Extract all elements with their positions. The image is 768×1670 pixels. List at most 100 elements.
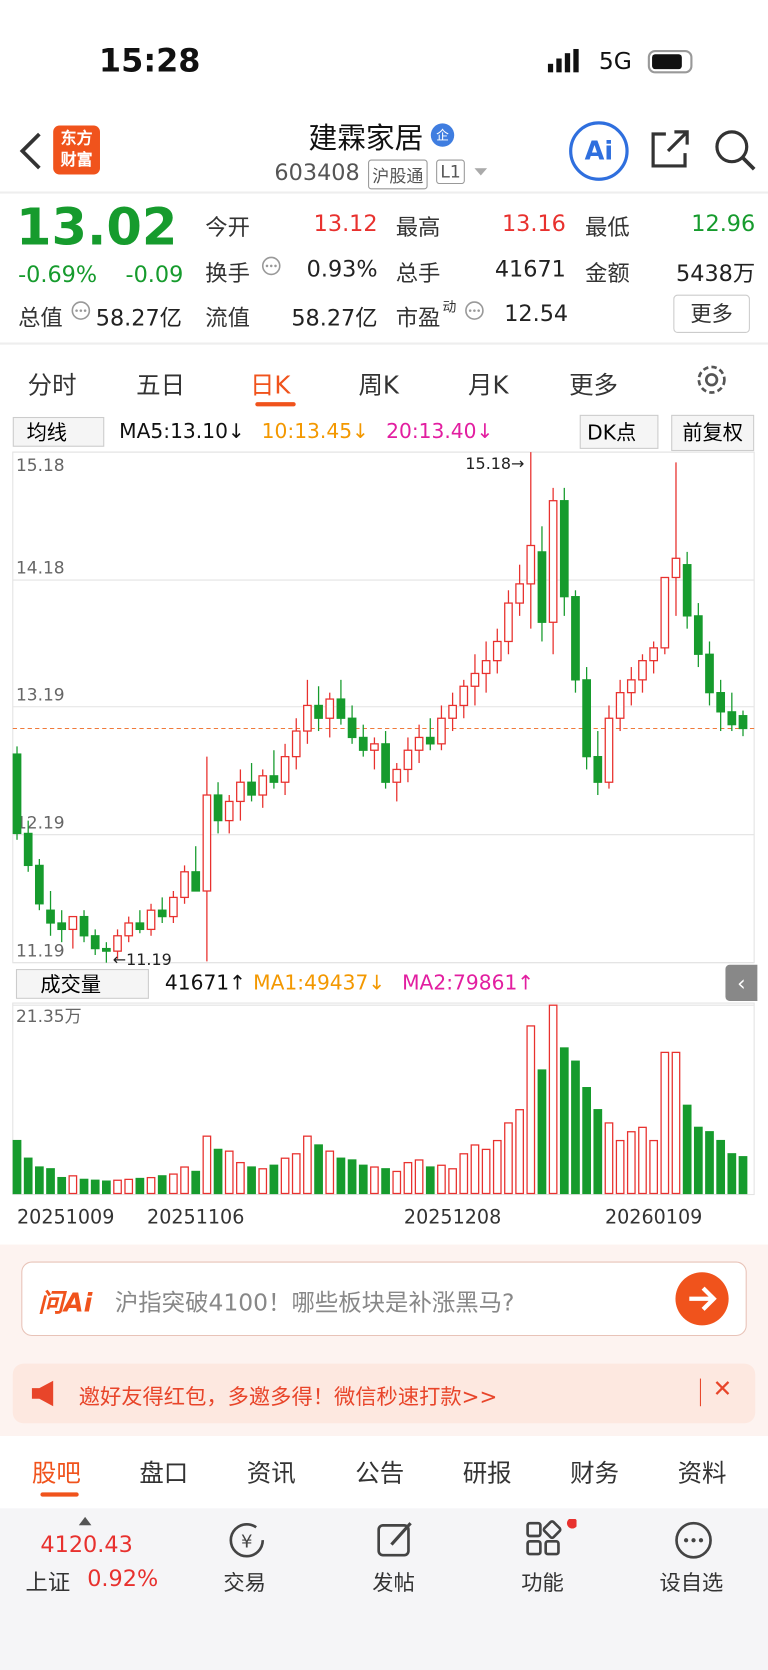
- volume-selector[interactable]: 成交量: [15, 969, 149, 999]
- stock-name: 建霖家居: [308, 122, 424, 156]
- ai-button[interactable]: Ai: [569, 121, 629, 181]
- y-tick-label: 12.19: [16, 813, 65, 833]
- candle-body: [258, 775, 268, 796]
- sub-tab[interactable]: 财务: [570, 1460, 620, 1489]
- promo-banner[interactable]: [12, 1363, 756, 1424]
- volume-bar: [102, 1180, 111, 1195]
- volume-bar: [124, 1178, 134, 1195]
- nav-item[interactable]: 设自选: [659, 1570, 724, 1596]
- y-tick-label: 15.18: [16, 456, 65, 476]
- date-label: 20251009: [17, 1205, 114, 1228]
- date-label: 20251106: [147, 1205, 244, 1228]
- volume-bar: [113, 1179, 122, 1195]
- post-icon[interactable]: [374, 1519, 417, 1562]
- low-label: ←11.19: [113, 950, 172, 969]
- candle-body: [381, 743, 390, 783]
- candle-body: [169, 896, 178, 918]
- volume-bar: [202, 1135, 212, 1195]
- level-badge: L1: [436, 159, 465, 185]
- candle-body: [716, 692, 726, 713]
- megaphone: [31, 1380, 54, 1407]
- name-badge: 企: [430, 123, 455, 147]
- info-icon[interactable]: [261, 255, 282, 276]
- volume-bar: [12, 1139, 22, 1195]
- trade-icon[interactable]: ¥: [226, 1519, 269, 1562]
- ai-search-bar[interactable]: [21, 1261, 747, 1337]
- dropdown[interactable]: [474, 168, 488, 177]
- volume-bar: [470, 1144, 480, 1195]
- field-label: 金额: [585, 260, 630, 287]
- sub-tab[interactable]: 资料: [677, 1460, 727, 1489]
- candle-body: [202, 794, 212, 892]
- share-button[interactable]: [649, 128, 692, 171]
- field-value: 41671: [494, 256, 566, 282]
- index-pct[interactable]: 0.92%: [87, 1565, 159, 1592]
- volume-bar: [582, 1087, 591, 1195]
- nav-item[interactable]: 功能: [521, 1570, 564, 1596]
- sub-tab[interactable]: 公告: [355, 1460, 405, 1489]
- candle-body: [157, 909, 167, 918]
- dk-button[interactable]: DK点: [579, 414, 659, 449]
- volume-bar: [79, 1178, 89, 1195]
- date-label: 20260109: [605, 1205, 702, 1228]
- tab[interactable]: 月K: [468, 372, 509, 400]
- volume-bar: [604, 1122, 614, 1195]
- candle-body: [559, 500, 569, 598]
- settings-icon[interactable]: [694, 362, 730, 398]
- function-icon[interactable]: [523, 1518, 577, 1562]
- volume-bar: [626, 1131, 636, 1195]
- ma-selector[interactable]: 均线: [12, 416, 105, 447]
- watchlist-icon[interactable]: [672, 1519, 715, 1562]
- candle-body: [448, 704, 457, 719]
- volume-bar: [638, 1126, 647, 1195]
- volume-bar: [280, 1157, 290, 1195]
- volume-bar: [135, 1177, 145, 1195]
- field-value: 12.96: [691, 210, 756, 237]
- candle-body: [247, 781, 256, 796]
- candle-body: [582, 679, 591, 758]
- index-name[interactable]: 上证: [25, 1570, 71, 1596]
- candle-body: [571, 596, 580, 681]
- volume-bar: [291, 1153, 301, 1195]
- adjust-button[interactable]: 前复权: [671, 414, 755, 452]
- volume-bar: [403, 1161, 413, 1195]
- tab[interactable]: 更多: [569, 372, 619, 400]
- sub-tab[interactable]: 资讯: [246, 1460, 296, 1489]
- tab-active[interactable]: 日K: [249, 372, 291, 400]
- nav-item[interactable]: 发帖: [372, 1570, 415, 1596]
- index-value[interactable]: 4120.43: [40, 1531, 133, 1558]
- up-arrow: [78, 1516, 92, 1526]
- field-label: 最高: [395, 214, 441, 241]
- ai-send[interactable]: [674, 1271, 729, 1326]
- volume-bar: [716, 1139, 726, 1195]
- search-button[interactable]: [713, 128, 758, 173]
- ma20: 20:13.40↓: [386, 420, 494, 444]
- volume-bar: [336, 1157, 346, 1195]
- collapse-button[interactable]: ‹: [725, 964, 758, 1001]
- candle-body: [660, 576, 670, 649]
- network: 5G: [598, 48, 632, 76]
- more-button[interactable]: 更多: [673, 294, 750, 333]
- info-icon[interactable]: [464, 300, 485, 321]
- tab[interactable]: 周K: [358, 372, 399, 400]
- volume-bar: [571, 1060, 580, 1195]
- candle-body: [23, 832, 33, 867]
- tab[interactable]: 分时: [27, 372, 77, 400]
- back-button[interactable]: [16, 130, 48, 173]
- app-logo: 东方 财富: [53, 125, 100, 175]
- volume-bar: [157, 1175, 167, 1195]
- sub-tab[interactable]: 盘口: [139, 1460, 189, 1489]
- candle-body: [314, 704, 323, 719]
- info-icon[interactable]: [70, 300, 91, 321]
- high-label: 15.18→: [465, 454, 524, 473]
- volume-bar: [705, 1131, 714, 1195]
- candle-body: [57, 922, 67, 931]
- ai-logo: 问Ai: [38, 1288, 93, 1318]
- tab[interactable]: 五日: [136, 372, 186, 400]
- sub-tab[interactable]: 研报: [462, 1460, 512, 1489]
- candle-body: [638, 660, 647, 681]
- close-button[interactable]: ✕: [712, 1376, 733, 1404]
- sub-tab-active[interactable]: 股吧: [31, 1460, 81, 1489]
- volume-bar: [169, 1173, 178, 1195]
- nav-item[interactable]: 交易: [223, 1570, 266, 1596]
